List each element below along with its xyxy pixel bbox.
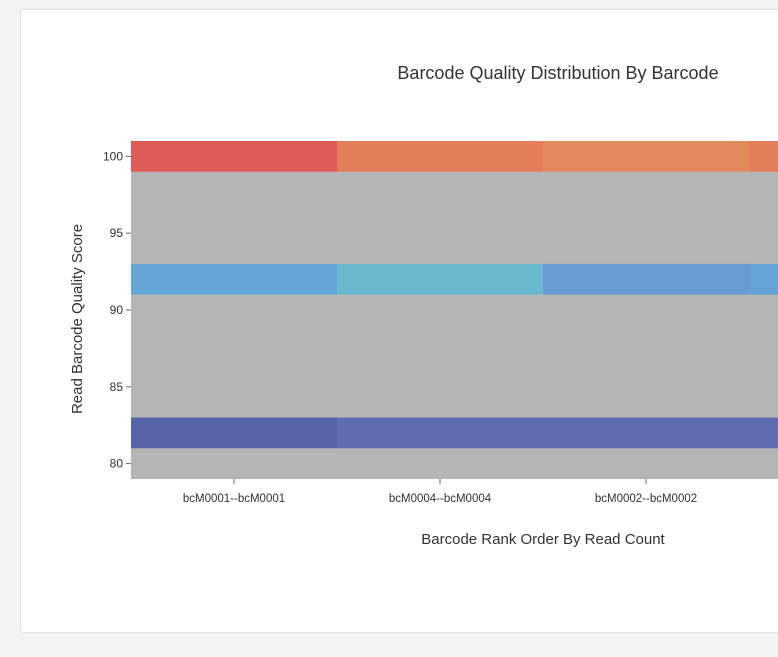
heatmap-cell bbox=[749, 141, 778, 172]
heatmap-cell bbox=[131, 417, 337, 449]
chart-panel: Barcode Quality Distribution By Barcode … bbox=[20, 9, 778, 633]
heatmap-cell bbox=[749, 263, 778, 295]
y-axis-tick-label: 85 bbox=[110, 380, 124, 394]
x-axis-label: Barcode Rank Order By Read Count bbox=[421, 531, 665, 548]
y-axis: 80 85 90 95 100 bbox=[103, 149, 131, 471]
y-axis-tick-label: 95 bbox=[110, 226, 124, 240]
heatmap-chart: Barcode Quality Distribution By Barcode … bbox=[69, 63, 778, 548]
y-axis-label: Read Barcode Quality Score bbox=[69, 224, 86, 414]
y-axis-tick-label: 100 bbox=[103, 149, 123, 163]
heatmap-cell bbox=[543, 263, 749, 295]
heatmap-cell bbox=[131, 141, 337, 172]
x-axis-tick-label: bcM0002--bcM0002 bbox=[595, 493, 697, 505]
heatmap-cell bbox=[543, 141, 749, 172]
x-axis-tick-label: bcM0001--bcM0001 bbox=[183, 493, 285, 505]
heatmap-cell bbox=[337, 141, 543, 172]
plot-area bbox=[131, 141, 778, 479]
x-axis: bcM0001--bcM0001 bcM0004--bcM0004 bcM0002-… bbox=[183, 479, 697, 505]
x-axis-tick-label: bcM0004--bcM0004 bbox=[389, 493, 492, 505]
chart-title: Barcode Quality Distribution By Barcode bbox=[397, 63, 718, 83]
heatmap-cell bbox=[131, 263, 337, 295]
heatmap-cell bbox=[749, 417, 778, 449]
heatmap-cell bbox=[543, 417, 749, 449]
y-axis-tick-label: 80 bbox=[110, 457, 124, 471]
heatmap-cell bbox=[337, 263, 543, 295]
y-axis-tick-label: 90 bbox=[110, 303, 124, 317]
heatmap-cell bbox=[337, 417, 543, 449]
